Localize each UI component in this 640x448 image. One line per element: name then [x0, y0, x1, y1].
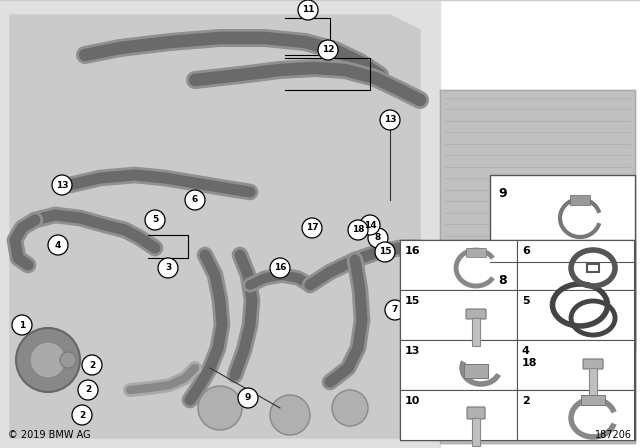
Bar	[589, 368, 597, 400]
Circle shape	[318, 40, 338, 60]
Bar	[400, 340, 517, 390]
Bar	[490, 175, 635, 350]
Circle shape	[60, 352, 76, 368]
Polygon shape	[440, 90, 635, 443]
Bar	[517, 390, 634, 440]
Circle shape	[385, 300, 405, 320]
Bar	[400, 290, 517, 340]
Circle shape	[375, 242, 395, 262]
Bar	[466, 248, 486, 257]
Circle shape	[302, 218, 322, 238]
Polygon shape	[10, 15, 420, 438]
Text: 187206: 187206	[595, 430, 632, 440]
Text: 4
18: 4 18	[522, 346, 538, 368]
Circle shape	[270, 258, 290, 278]
Text: 13: 13	[405, 346, 420, 356]
Text: 5: 5	[152, 215, 158, 224]
Text: 1: 1	[19, 320, 25, 329]
Text: 9: 9	[245, 393, 251, 402]
Circle shape	[332, 390, 368, 426]
Text: 12: 12	[322, 46, 334, 55]
Circle shape	[368, 228, 388, 248]
Text: 3: 3	[165, 263, 171, 272]
Bar	[517, 240, 634, 290]
Text: 11: 11	[301, 5, 314, 14]
Circle shape	[72, 405, 92, 425]
Text: 6: 6	[522, 246, 530, 256]
Bar	[472, 418, 480, 446]
Circle shape	[270, 395, 310, 435]
Circle shape	[16, 328, 80, 392]
Circle shape	[360, 215, 380, 235]
Circle shape	[78, 380, 98, 400]
Text: 5: 5	[522, 296, 530, 306]
Polygon shape	[0, 0, 440, 448]
Text: 14: 14	[364, 220, 376, 229]
Text: 6: 6	[192, 195, 198, 204]
Circle shape	[298, 0, 318, 20]
Bar	[581, 395, 605, 405]
Text: 7: 7	[392, 306, 398, 314]
Text: 10: 10	[405, 396, 420, 406]
Text: 15: 15	[405, 296, 420, 306]
Circle shape	[380, 110, 400, 130]
Text: 13: 13	[384, 116, 396, 125]
Circle shape	[198, 386, 242, 430]
Text: 4: 4	[55, 241, 61, 250]
Bar	[517, 290, 634, 340]
Bar	[587, 264, 599, 272]
Text: 16: 16	[405, 246, 420, 256]
Circle shape	[348, 220, 368, 240]
Circle shape	[52, 175, 72, 195]
Text: 2: 2	[522, 396, 530, 406]
FancyBboxPatch shape	[467, 407, 485, 419]
Text: 18: 18	[352, 225, 364, 234]
Circle shape	[82, 355, 102, 375]
Text: 2: 2	[79, 410, 85, 419]
Circle shape	[408, 270, 428, 290]
Text: © 2019 BMW AG: © 2019 BMW AG	[8, 430, 91, 440]
Circle shape	[48, 235, 68, 255]
FancyBboxPatch shape	[466, 309, 486, 319]
Text: 17: 17	[306, 224, 318, 233]
FancyBboxPatch shape	[583, 359, 603, 369]
Text: 2: 2	[85, 385, 91, 395]
Circle shape	[158, 258, 178, 278]
Text: 16: 16	[274, 263, 286, 272]
Circle shape	[145, 210, 165, 230]
Bar	[400, 390, 517, 440]
Text: 15: 15	[379, 247, 391, 257]
Text: 10: 10	[412, 276, 424, 284]
Circle shape	[30, 342, 66, 378]
Circle shape	[185, 190, 205, 210]
Text: 13: 13	[56, 181, 68, 190]
Bar	[517, 340, 634, 390]
Text: 8: 8	[498, 274, 507, 287]
Text: 9: 9	[498, 187, 507, 200]
Text: 2: 2	[89, 361, 95, 370]
Bar	[464, 364, 488, 378]
Bar	[400, 240, 517, 290]
Bar	[400, 240, 635, 440]
Circle shape	[238, 388, 258, 408]
Bar	[472, 318, 480, 346]
Bar	[570, 195, 590, 205]
Circle shape	[12, 315, 32, 335]
Text: 8: 8	[375, 233, 381, 242]
